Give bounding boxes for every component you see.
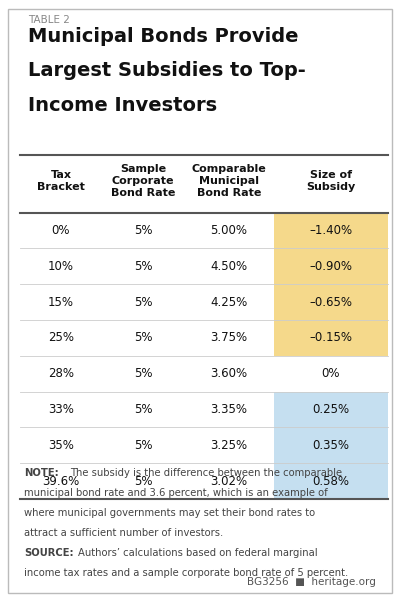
Text: 4.25%: 4.25% bbox=[210, 296, 248, 309]
Bar bbox=[274, 284, 388, 320]
Text: 25%: 25% bbox=[48, 331, 74, 344]
Text: NOTE:: NOTE: bbox=[24, 468, 59, 479]
Text: 10%: 10% bbox=[48, 259, 74, 273]
Text: 39.6%: 39.6% bbox=[42, 474, 80, 488]
Text: Size of
Subsidy: Size of Subsidy bbox=[306, 170, 356, 192]
Text: BG3256  ■  heritage.org: BG3256 ■ heritage.org bbox=[247, 577, 376, 587]
Text: 5%: 5% bbox=[134, 331, 152, 344]
Text: 35%: 35% bbox=[48, 439, 74, 452]
Text: 0%: 0% bbox=[322, 367, 340, 380]
Text: SOURCE:: SOURCE: bbox=[24, 548, 74, 558]
Text: where municipal governments may set their bond rates to: where municipal governments may set thei… bbox=[24, 508, 315, 518]
Text: 0.58%: 0.58% bbox=[312, 474, 350, 488]
Text: income tax rates and a sample corporate bond rate of 5 percent.: income tax rates and a sample corporate … bbox=[24, 568, 348, 578]
Text: 5%: 5% bbox=[134, 403, 152, 416]
Text: Authors’ calculations based on federal marginal: Authors’ calculations based on federal m… bbox=[78, 548, 318, 558]
Text: 0.25%: 0.25% bbox=[312, 403, 350, 416]
Text: 5%: 5% bbox=[134, 296, 152, 309]
Text: 3.60%: 3.60% bbox=[210, 367, 248, 380]
Text: 5%: 5% bbox=[134, 474, 152, 488]
Text: 5%: 5% bbox=[134, 439, 152, 452]
Text: Income Investors: Income Investors bbox=[28, 96, 217, 115]
Text: 15%: 15% bbox=[48, 296, 74, 309]
Bar bbox=[274, 391, 388, 427]
Text: Municipal Bonds Provide: Municipal Bonds Provide bbox=[28, 27, 298, 46]
Text: –1.40%: –1.40% bbox=[310, 224, 352, 237]
Text: 5%: 5% bbox=[134, 259, 152, 273]
Bar bbox=[274, 320, 388, 356]
Text: 3.25%: 3.25% bbox=[210, 439, 248, 452]
Bar bbox=[274, 427, 388, 464]
Text: 5%: 5% bbox=[134, 224, 152, 237]
Text: 0.35%: 0.35% bbox=[312, 439, 350, 452]
Text: 0%: 0% bbox=[52, 224, 70, 237]
Bar bbox=[274, 464, 388, 499]
Text: attract a sufficient number of investors.: attract a sufficient number of investors… bbox=[24, 528, 223, 538]
Text: 4.50%: 4.50% bbox=[210, 259, 248, 273]
Text: 3.02%: 3.02% bbox=[210, 474, 248, 488]
Text: Largest Subsidies to Top-: Largest Subsidies to Top- bbox=[28, 61, 306, 81]
Text: municipal bond rate and 3.6 percent, which is an example of: municipal bond rate and 3.6 percent, whi… bbox=[24, 488, 328, 498]
Text: TABLE 2: TABLE 2 bbox=[28, 15, 70, 25]
Text: The subsidy is the difference between the comparable: The subsidy is the difference between th… bbox=[70, 468, 342, 479]
Text: –0.15%: –0.15% bbox=[310, 331, 352, 344]
Text: 28%: 28% bbox=[48, 367, 74, 380]
Bar bbox=[274, 248, 388, 284]
Text: Tax
Bracket: Tax Bracket bbox=[37, 170, 85, 192]
Text: –0.65%: –0.65% bbox=[310, 296, 352, 309]
Text: 5%: 5% bbox=[134, 367, 152, 380]
Text: Comparable
Municipal
Bond Rate: Comparable Municipal Bond Rate bbox=[192, 164, 266, 198]
Text: 3.75%: 3.75% bbox=[210, 331, 248, 344]
Text: 3.35%: 3.35% bbox=[210, 403, 248, 416]
Text: –0.90%: –0.90% bbox=[310, 259, 352, 273]
Text: 33%: 33% bbox=[48, 403, 74, 416]
Bar bbox=[274, 213, 388, 248]
Text: Sample
Corporate
Bond Rate: Sample Corporate Bond Rate bbox=[111, 164, 175, 198]
Text: 5.00%: 5.00% bbox=[210, 224, 248, 237]
